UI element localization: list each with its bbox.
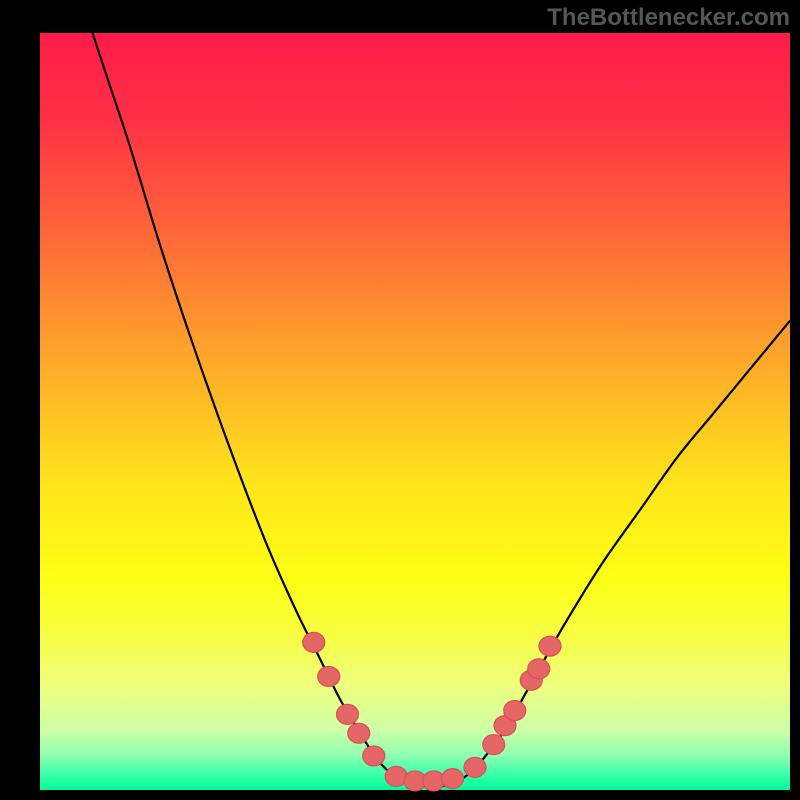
watermark-text: TheBottlenecker.com (547, 4, 790, 32)
curve-marker (348, 723, 370, 743)
curve-marker (464, 757, 486, 777)
curve-marker (442, 769, 464, 789)
curve-marker (303, 632, 325, 652)
curve-marker (483, 735, 505, 755)
plot-area (40, 33, 790, 790)
curve-marker (318, 666, 340, 686)
curve-marker (528, 659, 550, 679)
curve-marker (539, 636, 561, 656)
chart-background (40, 33, 790, 790)
curve-marker (363, 746, 385, 766)
chart-svg (40, 33, 790, 790)
curve-marker (337, 704, 359, 724)
curve-marker (504, 701, 526, 721)
